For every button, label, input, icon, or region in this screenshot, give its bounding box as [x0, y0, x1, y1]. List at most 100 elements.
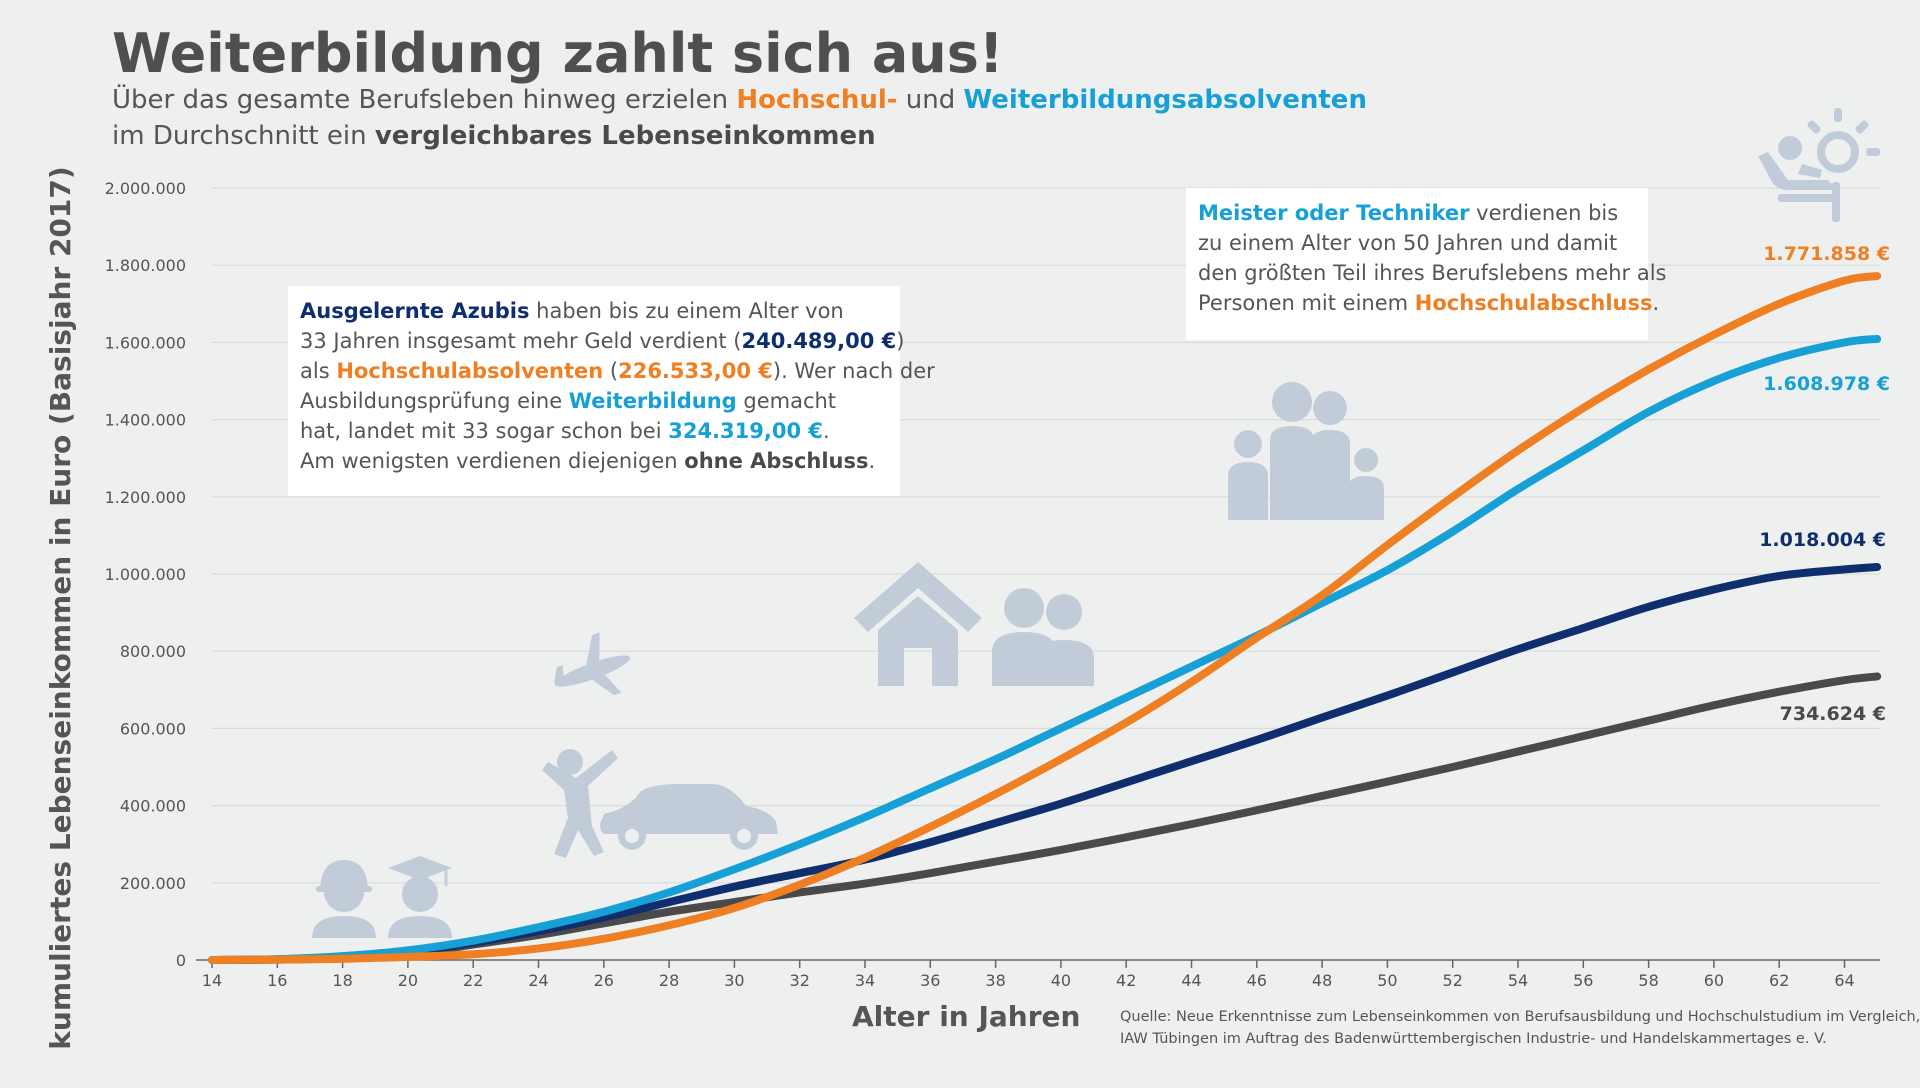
subtitle-line-1: Über das gesamte Berufsleben hinweg erzi…: [112, 82, 1367, 118]
retiree-lounger-icon: [1758, 108, 1880, 222]
series-line-ausbildung: [208, 563, 1882, 964]
x-tick-label: 26: [594, 971, 614, 990]
end-label-hochschule: 1.771.858 €: [1763, 243, 1890, 265]
x-tick-label: 42: [1116, 971, 1136, 990]
subtitle-emphasis: vergleichbares Lebenseinkommen: [374, 121, 876, 151]
y-tick-label: 1.000.000: [105, 565, 186, 584]
annotation-weiterbildung-highlight: Weiterbildung: [568, 389, 737, 413]
annotation-text: haben bis zu einem Alter von: [529, 299, 844, 323]
subtitle-hochschul: Hochschul-: [736, 85, 898, 115]
x-tick-label: 40: [1051, 971, 1071, 990]
x-tick-label: 24: [528, 971, 548, 990]
x-tick-label: 64: [1834, 971, 1854, 990]
y-tick-label: 1.200.000: [105, 488, 186, 507]
annotation-text: Ausbildungsprüfung eine: [300, 389, 569, 413]
annotation-text: .: [1652, 291, 1660, 315]
annotation-line: zu einem Alter von 50 Jahren und damit: [1198, 231, 1618, 255]
airplane-icon: [554, 632, 631, 696]
x-axis-label: Alter in Jahren: [852, 1000, 1081, 1033]
subtitle-line-2: im Durchschnitt ein vergleichbares Leben…: [112, 118, 1367, 154]
y-tick-label: 2.000.000: [105, 179, 186, 198]
y-tick-label: 200.000: [120, 874, 186, 893]
annotation-text: ). Wer nach der: [772, 359, 935, 383]
x-tick-label: 58: [1638, 971, 1658, 990]
series-line-hochschule: [208, 272, 1882, 964]
x-tick-label: 34: [855, 971, 875, 990]
subtitle-text: und: [897, 85, 964, 115]
source-note: Quelle: Neue Erkenntnisse zum Lebenseink…: [1120, 1006, 1920, 1050]
x-tick-label: 38: [985, 971, 1005, 990]
y-tick-label: 1.800.000: [105, 256, 186, 275]
annotation-value-weiterbildung: 324.319,00 €: [668, 419, 823, 443]
x-tick-label: 46: [1247, 971, 1267, 990]
end-label-weiterbildung: 1.608.978 €: [1763, 373, 1890, 395]
house-icon: [854, 562, 982, 686]
y-tick-label: 1.400.000: [105, 411, 186, 430]
annotation-text: .: [868, 449, 876, 473]
x-tick-label: 54: [1508, 971, 1528, 990]
x-tick-label: 28: [659, 971, 679, 990]
x-tick-label: 56: [1573, 971, 1593, 990]
end-label-ausbildung: 1.018.004 €: [1759, 529, 1886, 551]
annotation-line: den größten Teil ihres Berufslebens mehr…: [1198, 261, 1667, 285]
family-icon: [1228, 382, 1384, 520]
couple-icon: [992, 588, 1094, 686]
x-tick-label: 30: [724, 971, 744, 990]
x-tick-label: 48: [1312, 971, 1332, 990]
annotation-line: Personen mit einem Hochschulabschluss.: [1198, 288, 1659, 318]
annotation-text: als: [300, 359, 337, 383]
x-tick-label: 22: [463, 971, 483, 990]
x-tick-label: 32: [790, 971, 810, 990]
annotation-text: .: [823, 419, 830, 443]
icon-layer: [312, 108, 1880, 938]
x-tick-label: 20: [398, 971, 418, 990]
x-tick-label: 60: [1704, 971, 1724, 990]
annotation-text: hat, landet mit 33 sogar schon bei: [300, 419, 669, 443]
annotation-value-ausbildung: 240.489,00 €: [741, 329, 897, 353]
annotation-meister: Meister oder Techniker verdienen bis zu …: [1186, 188, 1667, 340]
annotation-value-hochschule: 226.533,00 €: [618, 359, 773, 383]
end-label-ohne-abschluss: 734.624 €: [1779, 703, 1886, 725]
annotation-text: gemacht: [736, 389, 837, 413]
annotation-text: Am wenigsten verdienen diejenigen: [300, 449, 685, 473]
x-tick-label: 52: [1443, 971, 1463, 990]
annotation-hochschul-highlight: Hochschulabsolventen: [336, 359, 604, 383]
jumping-person-icon: [542, 749, 618, 858]
y-axis-label: kumuliertes Lebenseinkommen in Euro (Bas…: [44, 166, 77, 1050]
annotation-ohne-abschluss-highlight: ohne Abschluss: [684, 449, 869, 473]
annotation-azubis: Ausgelernte Azubis haben bis zu einem Al…: [288, 286, 935, 496]
annotation-hochschulabschluss-highlight: Hochschulabschluss: [1414, 291, 1653, 315]
annotation-meister-highlight: Meister oder Techniker: [1198, 201, 1470, 225]
subtitle-text: Über das gesamte Berufsleben hinweg erzi…: [112, 85, 737, 115]
axes: 0 200.000 400.000 600.000 800.000 1.000.000 1.…: [105, 179, 1880, 990]
annotation-text: 33 Jahren insgesamt mehr Geld verdient (: [300, 329, 742, 353]
x-tick-label: 50: [1377, 971, 1397, 990]
source-line-2: IAW Tübingen im Auftrag des Badenwürttem…: [1120, 1031, 1827, 1047]
annotation-line: 33 Jahren insgesamt mehr Geld verdient (…: [300, 326, 904, 356]
annotation-text: (: [603, 359, 619, 383]
series-line-ohne-abschluss: [208, 672, 1882, 964]
page-title: Weiterbildung zahlt sich aus!: [112, 22, 1004, 85]
x-tick-label: 18: [332, 971, 352, 990]
y-tick-label: 0: [176, 951, 186, 970]
annotation-line: hat, landet mit 33 sogar schon bei 324.3…: [300, 416, 888, 446]
x-tick-label: 44: [1181, 971, 1201, 990]
construction-worker-icon: [312, 860, 376, 938]
annotation-line: Meister oder Techniker verdienen bis: [1198, 198, 1636, 228]
annotation-line: Ausbildungsprüfung eine Weiterbildung ge…: [300, 386, 888, 416]
y-tick-label: 400.000: [120, 797, 186, 816]
y-tick-label: 600.000: [120, 719, 186, 738]
subtitle-weiterbildung: Weiterbildungsabsolventen: [963, 85, 1367, 115]
graduate-icon: [388, 856, 452, 938]
x-tick-label: 36: [920, 971, 940, 990]
x-tick-label: 14: [202, 971, 222, 990]
subtitle: Über das gesamte Berufsleben hinweg erzi…: [112, 82, 1367, 154]
annotation-line: Am wenigsten verdienen diejenigen ohne A…: [300, 446, 888, 476]
y-tick-label: 1.600.000: [105, 333, 186, 352]
annotation-azubis-highlight: Ausgelernte Azubis: [300, 299, 530, 323]
annotation-text: verdienen bis: [1469, 201, 1619, 225]
y-tick-label: 800.000: [120, 642, 186, 661]
annotation-text: Personen mit einem: [1198, 291, 1415, 315]
x-tick-label: 62: [1769, 971, 1789, 990]
